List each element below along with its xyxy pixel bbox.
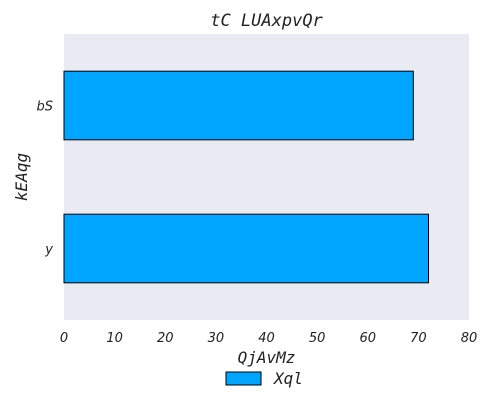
legend: Xql bbox=[225, 369, 303, 388]
bars-group bbox=[63, 70, 429, 284]
x-axis-label: QjAvMz bbox=[238, 348, 296, 367]
x-tick-label: 30 bbox=[208, 331, 225, 346]
x-tick-labels: 0 10 20 30 40 50 60 70 80 bbox=[60, 331, 477, 346]
x-tick-label: 70 bbox=[410, 331, 427, 346]
y-axis-label: kEAqg bbox=[12, 153, 31, 201]
y-tick-label: bS bbox=[36, 100, 53, 115]
legend-label: Xql bbox=[273, 369, 303, 388]
y-tick-labels: bS y bbox=[36, 100, 53, 258]
y-tick-label: y bbox=[44, 243, 53, 258]
bar-bS bbox=[63, 70, 414, 141]
chart-title: tC LUAxpvQr bbox=[210, 11, 323, 31]
legend-swatch bbox=[225, 371, 262, 386]
x-tick-label: 40 bbox=[258, 331, 275, 346]
bar-y bbox=[63, 213, 429, 284]
x-tick-label: 10 bbox=[106, 331, 123, 346]
x-tick-label: 50 bbox=[309, 331, 326, 346]
x-tick-label: 60 bbox=[359, 331, 376, 346]
x-tick-label: 80 bbox=[461, 331, 478, 346]
x-tick-label: 20 bbox=[157, 331, 174, 346]
x-tick-label: 0 bbox=[60, 331, 68, 346]
